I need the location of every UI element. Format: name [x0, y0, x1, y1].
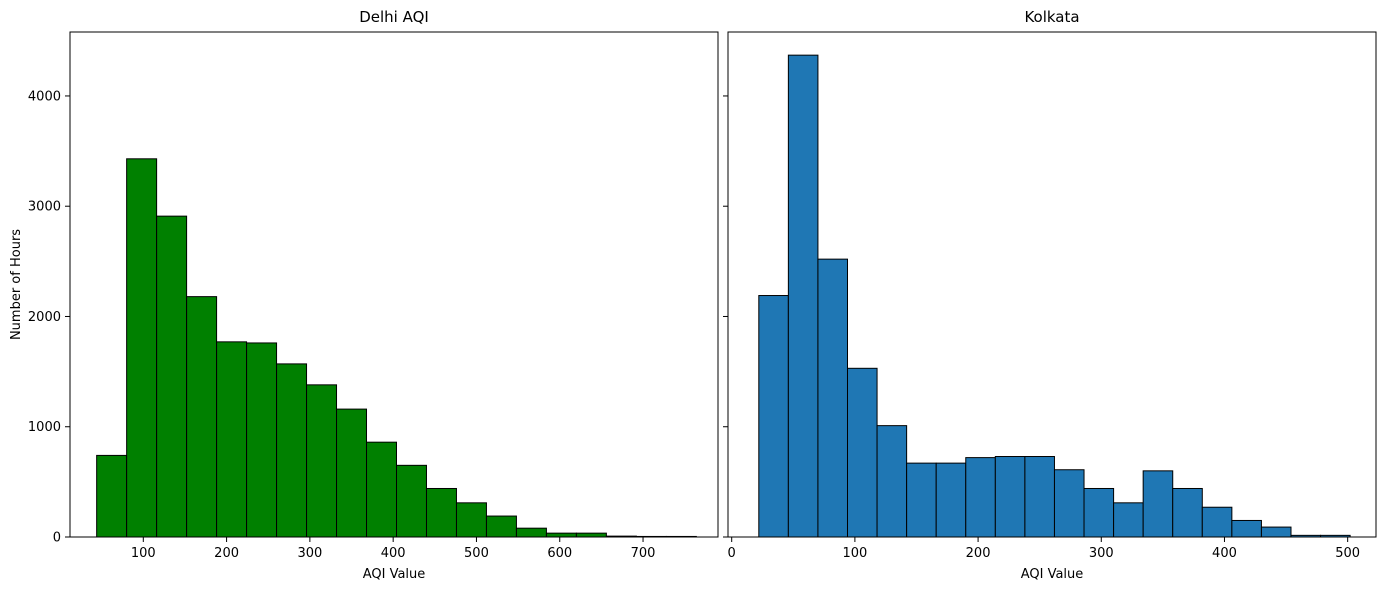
histogram-bar	[846, 367, 878, 538]
histogram-bar	[935, 462, 967, 538]
histogram-bar	[336, 408, 368, 538]
histogram-bar	[306, 384, 338, 538]
histogram-bar	[485, 515, 517, 538]
x-axis-label: AQI Value	[1021, 567, 1084, 582]
histogram-bar	[758, 295, 789, 538]
plot-area-frame	[727, 31, 1377, 538]
y-tick-label: 2000	[28, 310, 61, 325]
chart-title: Kolkata	[1024, 8, 1079, 26]
chart-title: Delhi AQI	[359, 8, 429, 26]
histogram-bar	[1083, 487, 1115, 538]
histogram-bar	[425, 487, 457, 538]
x-tick-label: 500	[464, 546, 489, 561]
histogram-bar	[1231, 519, 1262, 538]
x-tick-label: 300	[1089, 546, 1114, 561]
histogram-bar	[246, 342, 278, 538]
histogram-bar	[276, 363, 308, 538]
x-tick-label: 400	[1212, 546, 1237, 561]
histogram-bar	[395, 464, 427, 538]
histogram-bar	[1053, 469, 1085, 538]
y-tick-label: 3000	[28, 200, 61, 215]
histogram-bar	[1172, 487, 1203, 538]
histogram-bar	[965, 457, 996, 538]
chart-panel-2: 0 100 200 300 400 500 Kolkata AQI Value	[723, 8, 1377, 582]
histogram-bar	[545, 532, 577, 538]
chart-panel-1: 100 200 300 400 500 600 700 0 1000 2000 3000 4000 De…	[9, 8, 719, 582]
histogram-bar	[216, 341, 248, 538]
histogram-bar	[366, 441, 397, 538]
histogram-bar	[817, 258, 848, 538]
x-tick-label: 200	[214, 546, 239, 561]
histogram-bar	[1113, 502, 1144, 538]
histogram-bar	[787, 54, 819, 538]
x-tick-label: 100	[842, 546, 867, 561]
histogram-bar	[186, 296, 218, 538]
x-tick-label: 500	[1335, 546, 1360, 561]
histogram-bar	[1142, 470, 1174, 538]
histogram-bar	[515, 527, 547, 538]
histogram-bar	[126, 158, 158, 538]
x-tick-label: 200	[966, 546, 991, 561]
histogram-bar	[96, 454, 128, 538]
histogram-bar	[876, 425, 908, 538]
histogram-bar	[455, 502, 487, 538]
histogram-bar	[906, 462, 937, 538]
x-tick-label: 0	[728, 546, 736, 561]
histogram-bar	[156, 215, 188, 538]
x-tick-label: 300	[297, 546, 322, 561]
y-tick-label: 1000	[28, 420, 61, 435]
x-tick-label: 400	[381, 546, 406, 561]
plot-area-frame	[69, 31, 719, 538]
y-tick-label: 0	[53, 531, 61, 546]
histogram-bar	[1201, 506, 1233, 538]
histogram-bar	[1024, 456, 1055, 538]
y-tick-label: 4000	[28, 89, 61, 104]
histogram-bar	[575, 532, 607, 538]
x-tick-label: 600	[547, 546, 572, 561]
histogram-bar	[994, 456, 1026, 538]
histogram-bar	[1260, 526, 1292, 538]
y-axis-label: Number of Hours	[9, 229, 24, 340]
x-tick-label: 700	[631, 546, 656, 561]
x-axis-label: AQI Value	[363, 567, 426, 582]
x-tick-label: 100	[131, 546, 156, 561]
